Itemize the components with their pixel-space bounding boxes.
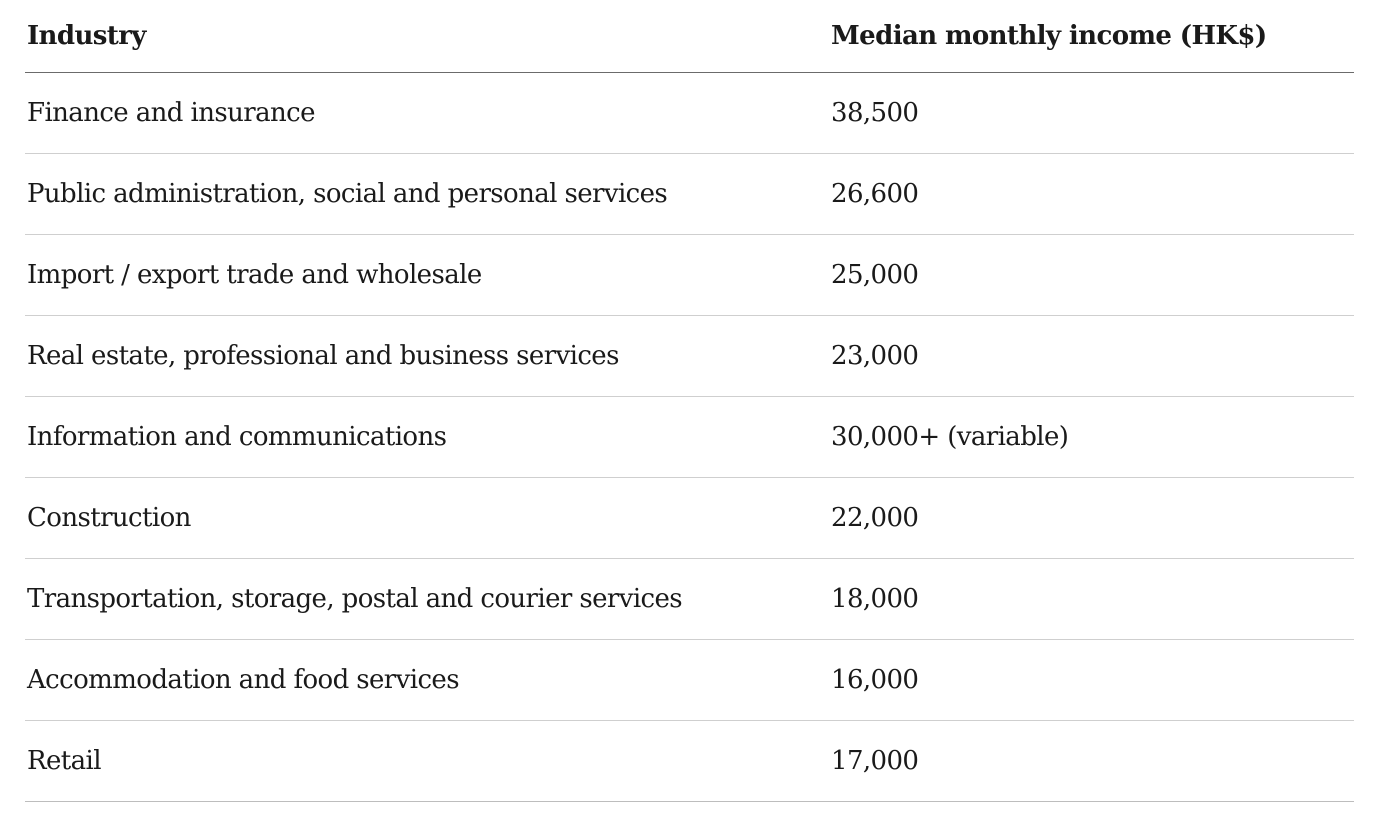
cell-industry: Finance and insurance: [25, 72, 829, 154]
header-industry: Industry: [25, 0, 829, 73]
table-header: Industry Median monthly income (HK$): [25, 0, 1354, 73]
cell-income: 38,500: [829, 72, 1354, 154]
cell-industry: Transportation, storage, postal and cour…: [25, 558, 829, 640]
table-row: Retail 17,000: [25, 720, 1354, 802]
table-row: Import / export trade and wholesale 25,0…: [25, 234, 1354, 316]
header-row: Industry Median monthly income (HK$): [25, 0, 1354, 73]
cell-income: 26,600: [829, 153, 1354, 235]
table-row: Finance and insurance 38,500: [25, 72, 1354, 154]
cell-income: 30,000+ (variable): [829, 396, 1354, 478]
table-row: Construction 22,000: [25, 477, 1354, 559]
cell-industry: Import / export trade and wholesale: [25, 234, 829, 316]
table-body: Finance and insurance 38,500 Public admi…: [25, 72, 1354, 802]
table-row: Information and communications 30,000+ (…: [25, 396, 1354, 478]
cell-income: 23,000: [829, 315, 1354, 397]
cell-industry: Real estate, professional and business s…: [25, 315, 829, 397]
income-table-container: Industry Median monthly income (HK$) Fin…: [25, 0, 1354, 802]
cell-industry: Construction: [25, 477, 829, 559]
cell-industry: Retail: [25, 720, 829, 802]
cell-income: 17,000: [829, 720, 1354, 802]
cell-income: 22,000: [829, 477, 1354, 559]
table-row: Real estate, professional and business s…: [25, 315, 1354, 397]
cell-industry: Accommodation and food services: [25, 639, 829, 721]
table-row: Transportation, storage, postal and cour…: [25, 558, 1354, 640]
cell-income: 18,000: [829, 558, 1354, 640]
cell-income: 25,000: [829, 234, 1354, 316]
cell-income: 16,000: [829, 639, 1354, 721]
cell-industry: Public administration, social and person…: [25, 153, 829, 235]
header-income: Median monthly income (HK$): [829, 0, 1354, 73]
cell-industry: Information and communications: [25, 396, 829, 478]
table-row: Accommodation and food services 16,000: [25, 639, 1354, 721]
income-by-industry-table: Industry Median monthly income (HK$) Fin…: [25, 0, 1354, 802]
table-row: Public administration, social and person…: [25, 153, 1354, 235]
